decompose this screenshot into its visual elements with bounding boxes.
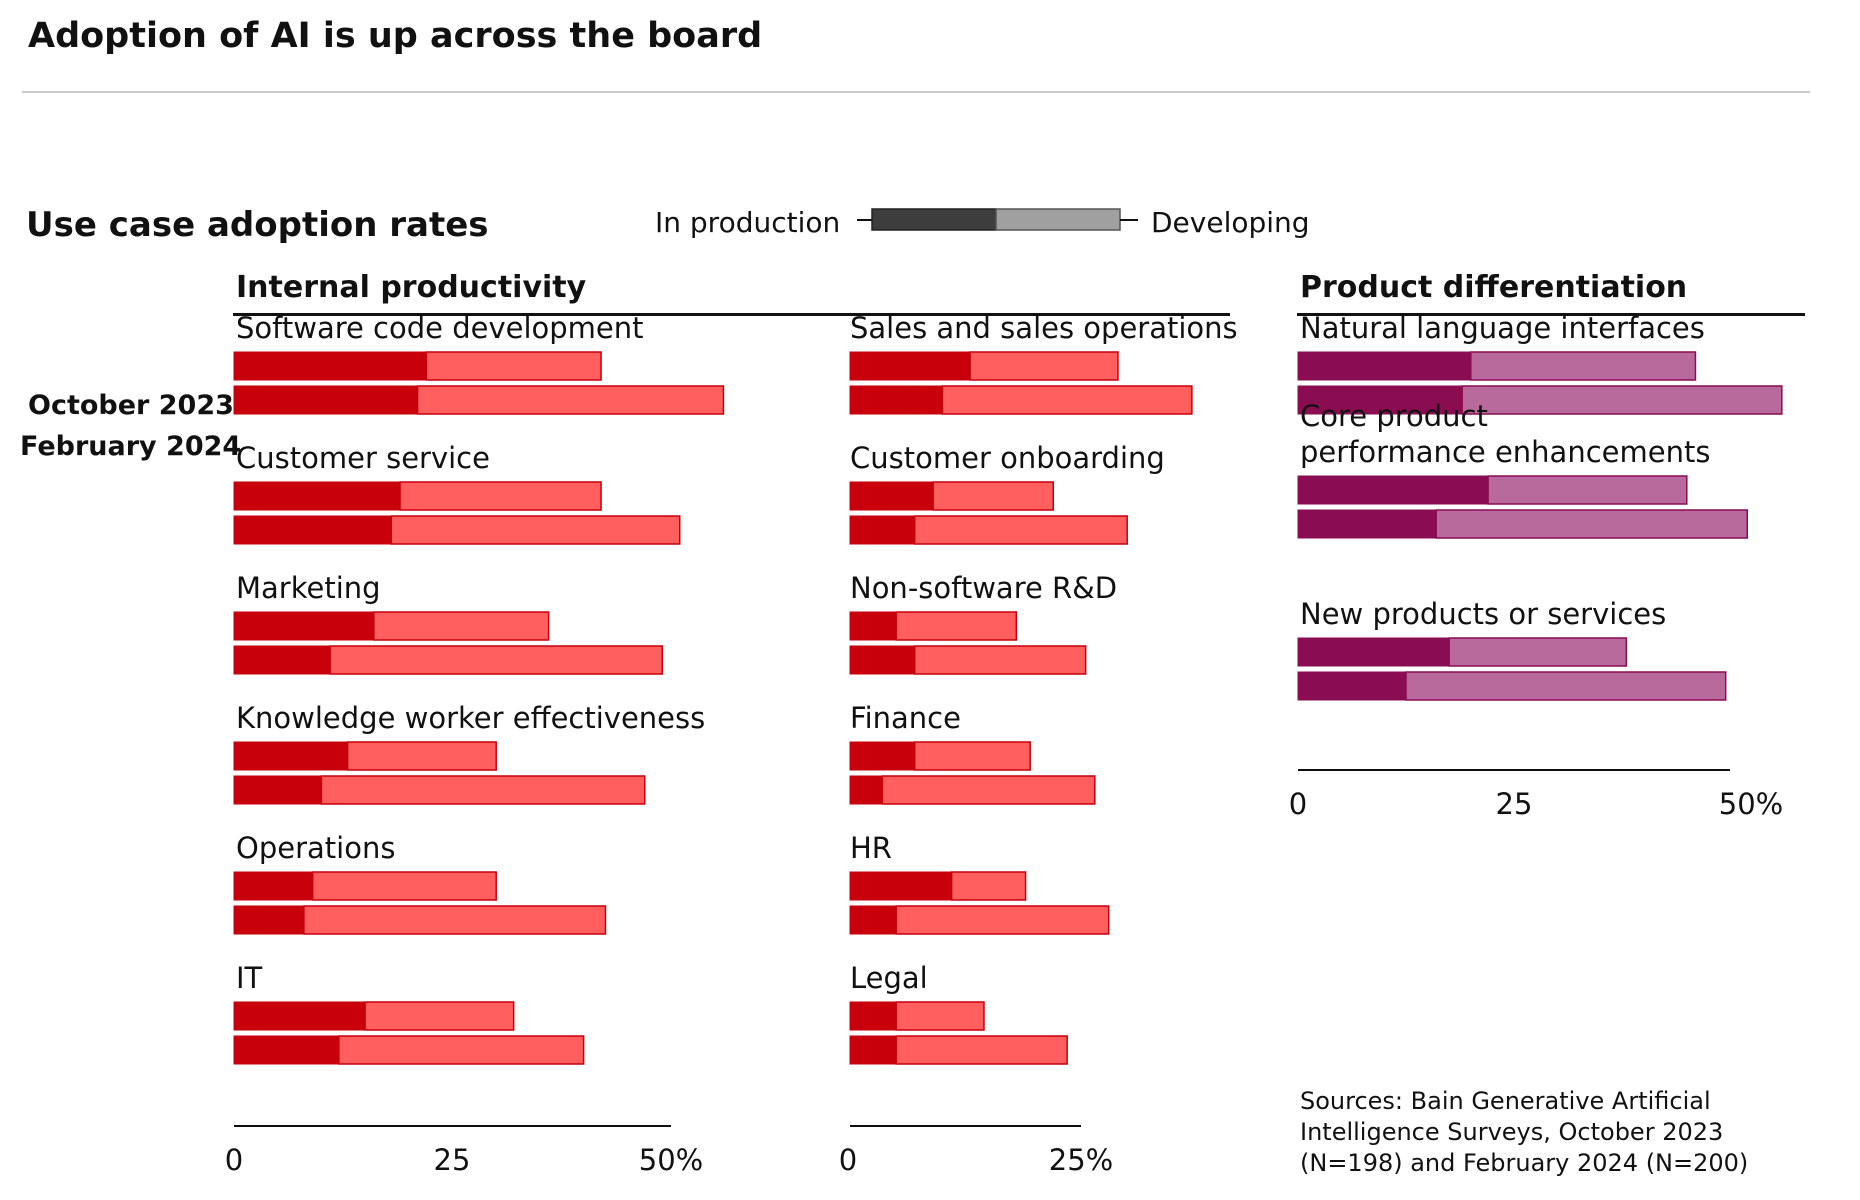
bar-it-feb_2024-developing — [338, 1035, 585, 1065]
category-label: Legal — [850, 961, 928, 995]
group-rule-internal — [233, 313, 1230, 316]
category-label: Customer onboarding — [850, 441, 1165, 475]
category-label: Sales and sales operations — [850, 311, 1238, 345]
tick-label: 0 — [225, 1143, 243, 1177]
bar-natural-language-interfaces-feb_2024-developing — [1461, 385, 1783, 415]
bar-sales-and-sales-operations-oct_2023-developing — [969, 351, 1119, 381]
tick-label: 50% — [639, 1143, 703, 1177]
bar-natural-language-interfaces-feb_2024-production — [1297, 385, 1463, 415]
tick-label: 25% — [1049, 1143, 1113, 1177]
page-title: Adoption of AI is up across the board — [28, 16, 763, 56]
bar-hr-feb_2024-production — [849, 905, 897, 935]
bar-finance-oct_2023-production — [849, 741, 916, 771]
category-label: Software code development — [236, 311, 644, 345]
legend-developing-swatch — [995, 208, 1121, 231]
bar-hr-feb_2024-developing — [895, 905, 1110, 935]
title-divider — [22, 91, 1810, 93]
bar-legal-feb_2024-production — [849, 1035, 897, 1065]
group-title-internal: Internal productivity — [236, 270, 587, 305]
bar-customer-onboarding-feb_2024-production — [849, 515, 916, 545]
bar-software-code-development-oct_2023-developing — [425, 351, 602, 381]
bar-marketing-feb_2024-developing — [329, 645, 664, 675]
bar-it-oct_2023-developing — [364, 1001, 515, 1031]
bar-it-oct_2023-production — [233, 1001, 366, 1031]
tick-label: 25 — [1496, 787, 1533, 821]
bar-new-products-or-services-oct_2023-production — [1297, 637, 1450, 667]
bar-hr-oct_2023-developing — [950, 871, 1027, 901]
category-label: IT — [236, 961, 263, 995]
category-label: Customer service — [236, 441, 490, 475]
bar-new-products-or-services-feb_2024-developing — [1405, 671, 1727, 701]
legend-production-swatch — [871, 208, 997, 231]
bar-non-software-r-d-oct_2023-production — [849, 611, 897, 641]
bar-natural-language-interfaces-oct_2023-developing — [1470, 351, 1697, 381]
bar-finance-feb_2024-developing — [881, 775, 1096, 805]
group-rule-product — [1297, 313, 1805, 316]
bar-operations-oct_2023-developing — [311, 871, 497, 901]
category-label: Operations — [236, 831, 395, 865]
bar-new-products-or-services-oct_2023-developing — [1448, 637, 1628, 667]
bar-natural-language-interfaces-oct_2023-production — [1297, 351, 1472, 381]
bar-marketing-feb_2024-production — [233, 645, 331, 675]
bar-operations-feb_2024-developing — [303, 905, 607, 935]
chart-subtitle: Use case adoption rates — [26, 205, 489, 245]
bar-knowledge-worker-effectiveness-feb_2024-developing — [320, 775, 646, 805]
bar-core-product-performance-enhancements-oct_2023-developing — [1487, 475, 1688, 505]
bar-non-software-r-d-feb_2024-developing — [913, 645, 1087, 675]
bar-software-code-development-feb_2024-production — [233, 385, 419, 415]
category-label: Knowledge worker effectiveness — [236, 701, 705, 735]
bar-customer-onboarding-oct_2023-developing — [932, 481, 1055, 511]
bar-software-code-development-feb_2024-developing — [416, 385, 725, 415]
bar-customer-service-oct_2023-production — [233, 481, 401, 511]
series-label-feb-2024: February 2024 — [20, 431, 242, 462]
category-label: HR — [850, 831, 892, 865]
category-label: Core product — [1300, 399, 1488, 433]
bar-new-products-or-services-feb_2024-production — [1297, 671, 1407, 701]
bar-sales-and-sales-operations-feb_2024-production — [849, 385, 943, 415]
bar-legal-oct_2023-developing — [895, 1001, 985, 1031]
bar-it-feb_2024-production — [233, 1035, 340, 1065]
bar-customer-service-oct_2023-developing — [399, 481, 602, 511]
bar-software-code-development-oct_2023-production — [233, 351, 427, 381]
bar-core-product-performance-enhancements-oct_2023-production — [1297, 475, 1489, 505]
bar-knowledge-worker-effectiveness-feb_2024-production — [233, 775, 322, 805]
bar-sales-and-sales-operations-oct_2023-production — [849, 351, 971, 381]
bar-finance-oct_2023-developing — [913, 741, 1031, 771]
category-label: Non-software R&D — [850, 571, 1117, 605]
tick-label: 0 — [839, 1143, 857, 1177]
bar-legal-oct_2023-production — [849, 1001, 897, 1031]
bar-customer-service-feb_2024-production — [233, 515, 392, 545]
bar-customer-service-feb_2024-developing — [390, 515, 681, 545]
tick-label: 50% — [1719, 787, 1783, 821]
bar-operations-oct_2023-production — [233, 871, 314, 901]
bar-operations-feb_2024-production — [233, 905, 305, 935]
bar-core-product-performance-enhancements-feb_2024-developing — [1435, 509, 1749, 539]
bar-customer-onboarding-oct_2023-production — [849, 481, 934, 511]
legend-developing: Developing — [1151, 206, 1310, 239]
bar-customer-onboarding-feb_2024-developing — [913, 515, 1128, 545]
bar-marketing-oct_2023-developing — [373, 611, 550, 641]
bar-legal-feb_2024-developing — [895, 1035, 1068, 1065]
legend-in-production: In production — [655, 206, 841, 239]
bar-knowledge-worker-effectiveness-oct_2023-developing — [346, 741, 497, 771]
bar-knowledge-worker-effectiveness-oct_2023-production — [233, 741, 349, 771]
category-label-line2: performance enhancements — [1300, 435, 1710, 469]
category-label: Marketing — [236, 571, 381, 605]
category-label: New products or services — [1300, 597, 1666, 631]
source-note: Sources: Bain Generative Artificial Inte… — [1300, 1087, 1749, 1177]
bar-finance-feb_2024-production — [849, 775, 883, 805]
bar-non-software-r-d-oct_2023-developing — [895, 611, 1018, 641]
bar-hr-oct_2023-production — [849, 871, 953, 901]
bar-sales-and-sales-operations-feb_2024-developing — [941, 385, 1193, 415]
bar-core-product-performance-enhancements-feb_2024-production — [1297, 509, 1437, 539]
tick-label: 0 — [1289, 787, 1307, 821]
bar-marketing-oct_2023-production — [233, 611, 375, 641]
tick-label: 25 — [434, 1143, 471, 1177]
series-label-oct-2023: October 2023 — [28, 390, 234, 421]
category-label: Natural language interfaces — [1300, 311, 1705, 345]
bar-non-software-r-d-feb_2024-production — [849, 645, 916, 675]
group-title-product: Product differentiation — [1300, 270, 1688, 305]
category-label: Finance — [850, 701, 961, 735]
